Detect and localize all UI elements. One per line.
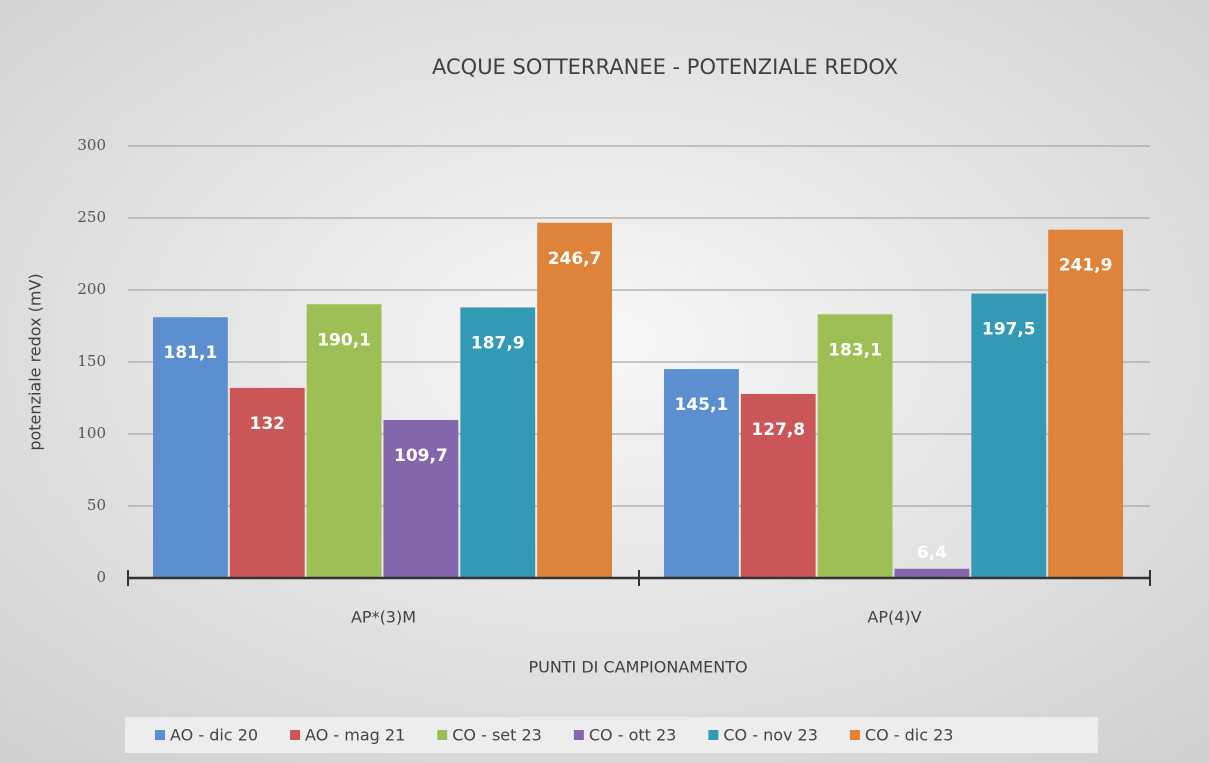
legend-marker: [708, 730, 719, 740]
x-tick-label: AP*(3)M: [351, 608, 416, 627]
value-label: 183,1: [828, 340, 882, 360]
value-label: 190,1: [317, 330, 371, 350]
bar: [229, 387, 305, 578]
legend-marker: [437, 730, 448, 740]
legend-label: CO - ott 23: [589, 726, 677, 745]
legend-label: CO - set 23: [452, 726, 542, 745]
value-label: 145,1: [675, 395, 729, 415]
y-tick-label: 50: [87, 496, 106, 514]
bar: [664, 369, 739, 578]
y-tick-label: 150: [77, 352, 106, 370]
chart-title: ACQUE SOTTERRANEE - POTENZIALE REDOX: [432, 55, 898, 79]
legend-marker: [155, 730, 165, 740]
value-label: 246,7: [548, 249, 602, 269]
bar: [153, 317, 228, 578]
value-label: 187,9: [471, 333, 525, 353]
x-axis-title: PUNTI DI CAMPIONAMENTO: [528, 658, 747, 677]
y-tick-label: 0: [96, 568, 106, 586]
bar: [971, 293, 1047, 578]
bar: [894, 568, 970, 578]
value-label: 241,9: [1059, 256, 1113, 276]
bar: [306, 304, 382, 578]
legend-marker: [573, 730, 584, 740]
value-label: 197,5: [982, 320, 1036, 340]
bar: [537, 222, 612, 578]
legend-label: CO - nov 23: [723, 726, 818, 745]
y-tick-label: 250: [77, 208, 106, 226]
legend-marker: [290, 730, 301, 740]
value-label: 109,7: [394, 446, 448, 466]
bar: [383, 420, 459, 578]
bar: [817, 314, 893, 578]
legend: [125, 717, 1098, 753]
value-label: 127,8: [751, 420, 805, 440]
value-label: 181,1: [164, 343, 218, 363]
bar: [460, 307, 536, 578]
legend-label: CO - dic 23: [865, 726, 954, 745]
legend-label: AO - dic 20: [170, 726, 258, 745]
legend-marker: [849, 730, 860, 740]
y-tick-label: 200: [77, 280, 106, 298]
legend-label: AO - mag 21: [305, 726, 405, 745]
y-tick-label: 300: [77, 136, 106, 154]
y-axis-title: potenziale redox (mV): [26, 273, 45, 450]
bar: [740, 393, 816, 578]
value-label: 132: [250, 414, 286, 434]
bar: [1048, 229, 1123, 578]
value-label: 6,4: [917, 543, 947, 563]
y-tick-label: 100: [77, 424, 106, 442]
x-tick-label: AP(4)V: [867, 608, 921, 627]
